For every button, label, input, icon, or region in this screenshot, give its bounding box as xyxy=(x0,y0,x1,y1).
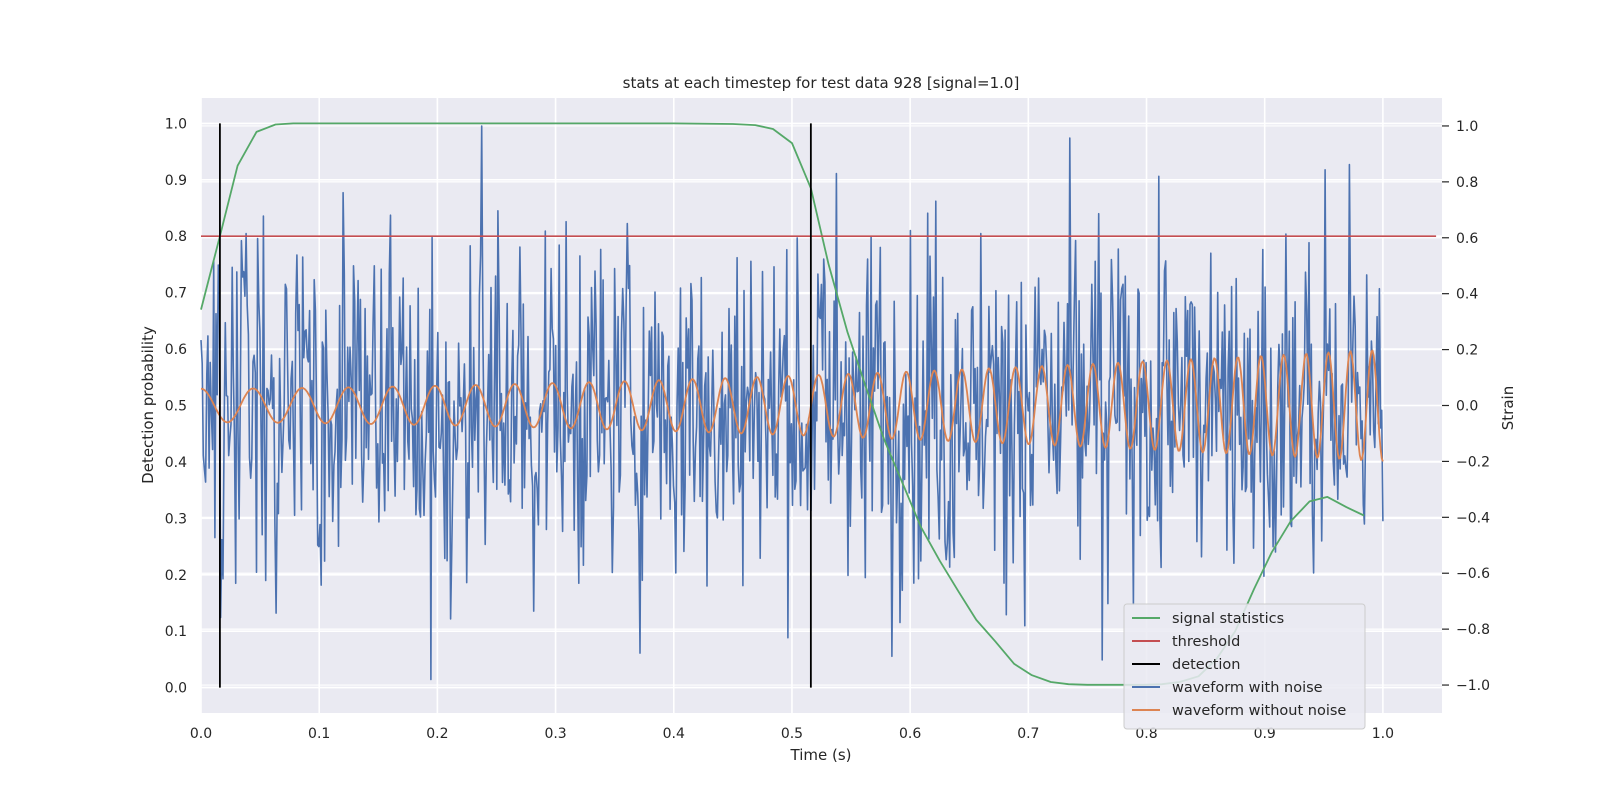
y-tick-label: 0.8 xyxy=(165,229,187,245)
y-tick-label: 0.3 xyxy=(165,511,187,527)
y-tick-label: 0.5 xyxy=(165,399,187,415)
x-tick-label: 0.7 xyxy=(1017,726,1039,742)
y-tick-label: 0.6 xyxy=(165,342,187,358)
legend-label: signal statistics xyxy=(1172,611,1284,627)
series-waveform-with-noise xyxy=(200,125,1384,681)
y2-tick-label: −0.8 xyxy=(1456,622,1490,638)
y2-tick-label: 0.8 xyxy=(1456,175,1478,191)
y-ticks: 0.0 0.1 0.2 0.3 0.4 0.5 0.6 0.7 0.8 0.9 1.0 xyxy=(165,116,187,696)
legend-label: waveform without noise xyxy=(1172,703,1346,719)
x-tick-label: 0.3 xyxy=(544,726,566,742)
legend: signal statistics threshold detection wavef… xyxy=(1123,603,1366,730)
legend-box xyxy=(1123,603,1366,730)
y2-ticks: 1.0 0.8 0.6 0.4 0.2 0.0 −0.2 −0.4 −0.6 −0.8 −1.0 xyxy=(1442,119,1490,694)
x-tick-label: 0.9 xyxy=(1254,726,1276,742)
x-ticks: 0.0 0.1 0.2 0.3 0.4 0.5 0.6 0.7 0.8 0.9 1.0 xyxy=(190,726,1394,742)
x-tick-label: 0.2 xyxy=(426,726,448,742)
legend-label: detection xyxy=(1172,657,1240,673)
y2-tick-label: 0.6 xyxy=(1456,231,1478,247)
y2-tick-label: −0.4 xyxy=(1456,510,1490,526)
y2-tick-label: −0.2 xyxy=(1456,454,1490,470)
y2-tick-label: 0.0 xyxy=(1456,399,1478,415)
y-tick-label: 0.0 xyxy=(165,681,187,697)
y-tick-label: 0.1 xyxy=(165,624,187,640)
x-tick-label: 0.5 xyxy=(781,726,803,742)
y-tick-label: 0.2 xyxy=(165,568,187,584)
legend-label: waveform with noise xyxy=(1172,680,1323,696)
y-tick-label: 0.7 xyxy=(165,286,187,302)
y2-tick-label: 1.0 xyxy=(1456,119,1478,135)
x-tick-label: 0.4 xyxy=(663,726,685,742)
y2-tick-label: −0.6 xyxy=(1456,566,1490,582)
x-tick-label: 0.0 xyxy=(190,726,212,742)
y-tick-label: 1.0 xyxy=(165,116,187,132)
x-tick-label: 0.6 xyxy=(899,726,921,742)
chart-title: stats at each timestep for test data 928… xyxy=(623,74,1020,92)
x-axis-label: Time (s) xyxy=(790,746,852,764)
y-tick-label: 0.9 xyxy=(165,173,187,189)
y2-tick-label: 0.4 xyxy=(1456,287,1478,303)
x-tick-label: 1.0 xyxy=(1372,726,1394,742)
y-tick-label: 0.4 xyxy=(165,455,187,471)
x-tick-label: 0.1 xyxy=(308,726,330,742)
legend-label: threshold xyxy=(1172,634,1240,650)
y2-axis-label: Strain xyxy=(1499,386,1517,430)
y2-tick-label: −1.0 xyxy=(1456,678,1490,694)
x-tick-label: 0.8 xyxy=(1135,726,1157,742)
series-waveform-without-noise xyxy=(200,349,1384,462)
y-axis-label: Detection probability xyxy=(139,326,157,484)
y2-tick-label: 0.2 xyxy=(1456,343,1478,359)
